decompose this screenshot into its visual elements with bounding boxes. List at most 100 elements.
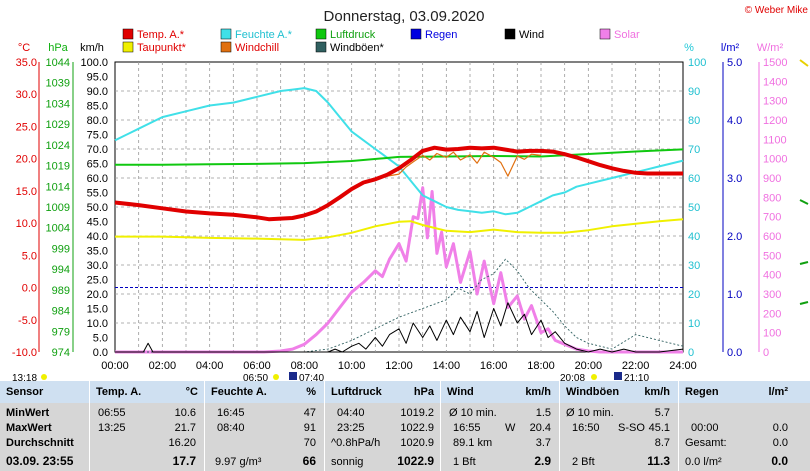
wind-beaufort: 1 Bft — [453, 456, 476, 468]
pressure_hpa-tick-label: 1029 — [46, 119, 70, 131]
wind-avg-value: 3.7 — [535, 437, 551, 449]
humidity-header: Feuchte A. — [211, 386, 267, 398]
col-sensor: Sensor MinWert MaxWert Durchschnitt 03.0… — [0, 381, 90, 471]
legend-label: Regen — [425, 29, 457, 41]
solar_wm2-tick-label: 500 — [763, 250, 781, 262]
temp-min-value: 10.6 — [174, 407, 196, 419]
pressure-min-time: 04:40 — [337, 407, 365, 419]
legend-label: Luftdruck — [330, 29, 376, 41]
temp_c-tick-label: -10.0 — [12, 347, 37, 359]
col-gusts: Windböen km/h Ø 10 min. 5.7 16:50 S-SO 4… — [560, 381, 679, 471]
temp_c-tick-label: -5.0 — [18, 315, 37, 327]
gusts-beaufort: 2 Bft — [572, 456, 595, 468]
plot-series — [114, 87, 684, 354]
wind_kmh-tick-label: 10.0 — [87, 318, 108, 330]
wind_kmh-tick-label: 5.0 — [93, 333, 108, 345]
solar_wm2-tick-label: 300 — [763, 289, 781, 301]
x-tick-label: 24:00 — [669, 360, 697, 372]
temp-max-value: 21.7 — [174, 422, 196, 434]
wind-max-direction: W — [505, 422, 516, 434]
solar_wm2-tick-label: 800 — [763, 192, 781, 204]
legend-swatch — [122, 41, 134, 53]
humidity_pct-tick-label: 60 — [688, 173, 700, 185]
wind_kmh-tick-label: 25.0 — [87, 275, 108, 287]
sunrise-sun-icon — [273, 374, 279, 380]
gusts-current-value: 11.3 — [647, 454, 670, 468]
humidity-avg-value: 70 — [303, 437, 316, 449]
x-tick-label: 04:00 — [196, 360, 224, 372]
pressure-min-value: 1019.2 — [400, 407, 434, 419]
humidity-min-value: 47 — [303, 407, 316, 419]
pressure-unit: hPa — [413, 386, 434, 398]
wind_kmh-tick-label: 45.0 — [87, 217, 108, 229]
moonrise-label: 07:40 — [299, 373, 324, 381]
humidity_pct-tick-label: 70 — [688, 144, 700, 156]
solar_wm2-tick-label: 1300 — [763, 96, 787, 108]
wind-distance: 89.1 km — [453, 437, 493, 449]
temp-unit-label: °C — [18, 42, 30, 54]
series-line-wind — [115, 302, 684, 353]
x-tick-label: 06:00 — [243, 360, 271, 372]
legend-label: Temp. A.* — [137, 29, 185, 41]
wind_kmh-tick-label: 50.0 — [87, 202, 108, 214]
copyright-text: © Weber Mike — [745, 5, 809, 16]
col-pressure: Luftdruck hPa 04:40 1019.2 23:25 1022.9 … — [325, 381, 441, 471]
rain_lm2-tick-label: 4.0 — [727, 115, 742, 127]
solar_wm2-tick-label: 100 — [763, 328, 781, 340]
temp_c-tick-label: 15.0 — [16, 186, 37, 198]
rain_lm2-tick-label: 5.0 — [727, 57, 742, 69]
statistics-table: Sensor MinWert MaxWert Durchschnitt 03.0… — [0, 381, 810, 471]
gusts-max-direction: S-SO — [618, 422, 645, 434]
rain-current-value: 0.0 — [771, 454, 788, 468]
pressure_hpa-tick-label: 999 — [52, 243, 70, 255]
pressure-unit-label: hPa — [48, 42, 68, 54]
wind_kmh-tick-label: 30.0 — [87, 260, 108, 272]
x-tick-label: 22:00 — [622, 360, 650, 372]
temp_c-tick-label: 20.0 — [16, 154, 37, 166]
wind-current-value: 2.9 — [534, 454, 551, 468]
col-wind: Wind km/h Ø 10 min. 1.5 16:55 W 20.4 89.… — [441, 381, 560, 471]
solar_wm2-tick-label: 700 — [763, 212, 781, 224]
pressure-trend: ^0.8hPa/h — [331, 437, 381, 449]
pressure_hpa-tick-label: 1044 — [46, 57, 70, 69]
solar_wm2-tick-label: 1200 — [763, 115, 787, 127]
solar_wm2-tick-label: 900 — [763, 173, 781, 185]
x-tick-label: 12:00 — [385, 360, 413, 372]
pressure_hpa-tick-label: 1039 — [46, 78, 70, 90]
corner-sun-icon — [41, 374, 47, 380]
gusts-max-value: 45.1 — [648, 422, 670, 434]
pressure_hpa-tick-label: 1004 — [46, 223, 70, 235]
humidity-unit: % — [306, 386, 316, 398]
solar_wm2-tick-label: 0 — [763, 347, 769, 359]
gusts-header: Windböen — [566, 386, 620, 398]
x-tick-label: 20:00 — [575, 360, 603, 372]
wind_kmh-tick-label: 95.0 — [87, 72, 108, 84]
plot-grid — [114, 61, 684, 353]
wind-max-value: 20.4 — [529, 422, 551, 434]
wind_kmh-tick-label: 15.0 — [87, 304, 108, 316]
pressure_hpa-tick-label: 994 — [52, 264, 70, 276]
corner-time-label: 13:18 — [12, 373, 37, 381]
pressure-current-value: 1022.9 — [397, 454, 434, 468]
x-tick-label: 14:00 — [433, 360, 461, 372]
solar_wm2-tick-label: 600 — [763, 231, 781, 243]
pressure-max-value: 1022.9 — [400, 422, 434, 434]
pressure_hpa-tick-label: 974 — [52, 347, 70, 359]
col-humidity: Feuchte A. % 16:45 47 08:40 91 70 9.97 g… — [205, 381, 325, 471]
wind-header: Wind — [447, 386, 474, 398]
sunset-sun-icon — [591, 374, 597, 380]
legend-label: Feuchte A.* — [235, 29, 293, 41]
table-header-bar — [0, 381, 810, 403]
legend-label: Taupunkt* — [137, 42, 187, 54]
sunrise-label: 06:50 — [243, 373, 268, 381]
humidity_pct-tick-label: 0 — [688, 347, 694, 359]
wind_kmh-tick-label: 100.0 — [80, 57, 108, 69]
gusts-unit: km/h — [644, 386, 670, 398]
row-label-avg: Durchschnitt — [6, 437, 74, 449]
rain-current-label: 0.0 l/m² — [685, 456, 722, 468]
wind_kmh-tick-label: 55.0 — [87, 188, 108, 200]
humidity-unit-label: % — [684, 42, 694, 54]
wind_kmh-tick-label: 60.0 — [87, 173, 108, 185]
pressure_hpa-tick-label: 1014 — [46, 181, 70, 193]
legend-label: Windböen* — [330, 42, 385, 54]
